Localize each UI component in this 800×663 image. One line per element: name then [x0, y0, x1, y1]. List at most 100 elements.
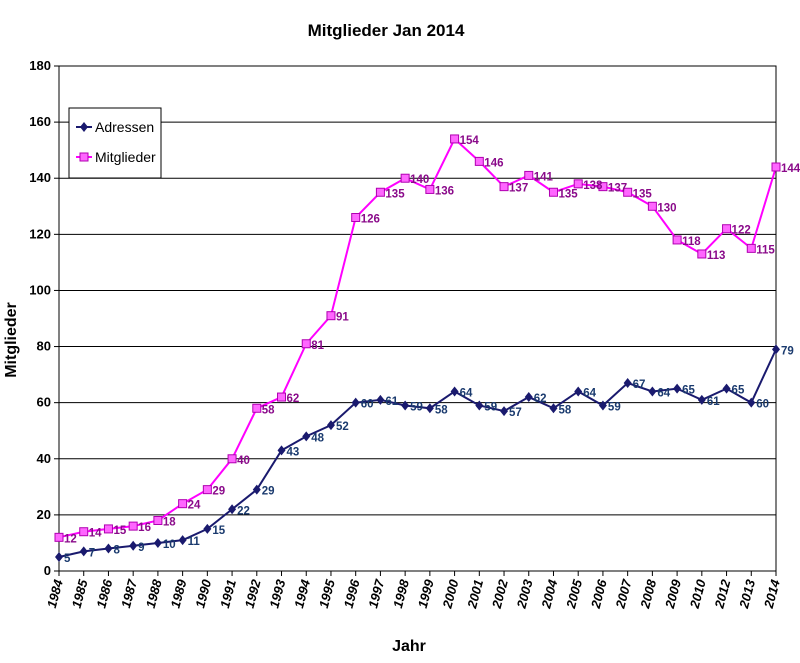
data-label-mitglieder: 16 [138, 522, 151, 534]
data-label-adressen: 79 [781, 345, 794, 357]
data-point-mitglieder [598, 182, 608, 192]
y-tick-label: 60 [37, 395, 51, 410]
y-tick-label: 20 [37, 507, 51, 522]
series-layer [54, 134, 781, 562]
legend-adressen-marker [80, 122, 88, 132]
series-line-adressen [58, 348, 777, 558]
x-tick-label: 2008 [637, 577, 659, 611]
x-tick-label: 2007 [612, 577, 634, 611]
data-point-mitglieder [326, 311, 336, 321]
data-label-adressen: 64 [460, 387, 473, 399]
data-point-mitglieder [103, 524, 113, 534]
data-point-adressen [425, 403, 434, 414]
data-point-adressen [524, 392, 533, 403]
data-point-mitglieder [474, 156, 484, 166]
data-label-mitglieder: 62 [287, 393, 300, 405]
data-label-adressen: 60 [756, 399, 769, 411]
data-point-adressen [697, 394, 706, 405]
data-label-adressen: 48 [311, 432, 324, 444]
data-point-mitglieder [425, 184, 435, 194]
data-point-mitglieder [623, 187, 633, 197]
data-label-adressen: 7 [89, 547, 95, 559]
legend-adressen-label: Adressen [95, 119, 154, 135]
data-point-adressen [500, 406, 509, 417]
x-tick-label: 2013 [736, 577, 758, 611]
y-axis-ticks: 0 20 40 60 80 100 120 140 160 180 [29, 58, 59, 578]
data-label-adressen: 64 [583, 387, 596, 399]
data-point-adressen [79, 546, 88, 557]
data-point-mitglieder [351, 213, 361, 222]
x-tick-label: 2014 [761, 577, 783, 611]
data-point-mitglieder [128, 521, 138, 531]
data-point-mitglieder [79, 527, 89, 537]
x-tick-label: 1991 [217, 578, 239, 610]
data-label-mitglieder: 137 [509, 183, 528, 195]
data-label-adressen: 65 [732, 385, 745, 397]
data-labels: 12 14 15 16 18242940586281911261351401361541… [64, 135, 800, 565]
data-label-mitglieder: 135 [385, 188, 405, 200]
data-label-adressen: 52 [336, 421, 349, 433]
data-point-adressen [673, 383, 682, 394]
x-tick-label: 1984 [44, 577, 66, 610]
y-tick-label: 140 [29, 170, 51, 185]
data-label-adressen: 61 [707, 396, 720, 408]
data-label-mitglieder: 146 [484, 157, 503, 169]
y-tick-label: 80 [37, 339, 51, 354]
legend-mitglieder-marker [79, 152, 89, 162]
data-label-adressen: 10 [163, 539, 176, 551]
data-point-adressen [153, 537, 162, 548]
data-label-mitglieder: 15 [113, 525, 126, 537]
data-point-mitglieder [252, 403, 262, 413]
x-tick-label: 2004 [538, 577, 560, 611]
data-label-mitglieder: 115 [756, 244, 775, 256]
x-tick-label: 1994 [291, 577, 313, 610]
data-point-mitglieder [450, 134, 460, 144]
data-label-mitglieder: 138 [583, 180, 603, 192]
data-label-mitglieder: 126 [361, 214, 380, 226]
data-label-mitglieder: 141 [534, 171, 554, 183]
data-label-adressen: 43 [287, 446, 300, 458]
data-label-mitglieder: 18 [163, 517, 176, 529]
data-label-mitglieder: 58 [262, 404, 275, 416]
chart-title: Mitglieder Jan 2014 [308, 21, 465, 40]
data-point-adressen [351, 397, 360, 408]
data-point-adressen [623, 378, 632, 389]
data-label-adressen: 57 [509, 407, 522, 419]
data-label-adressen: 67 [633, 379, 646, 391]
data-point-adressen [376, 394, 385, 405]
data-label-adressen: 59 [608, 401, 621, 413]
x-tick-label: 2012 [711, 577, 733, 611]
data-point-adressen [475, 400, 484, 411]
data-point-adressen [203, 523, 212, 534]
y-tick-label: 0 [44, 563, 51, 578]
data-point-adressen [747, 397, 756, 408]
data-point-mitglieder [375, 187, 385, 197]
x-tick-label: 1986 [93, 577, 115, 610]
data-label-mitglieder: 113 [707, 250, 726, 262]
data-point-adressen [104, 543, 113, 554]
data-label-mitglieder: 135 [633, 188, 653, 200]
data-label-adressen: 15 [212, 525, 225, 537]
x-tick-label: 2003 [513, 577, 535, 611]
data-label-adressen: 11 [188, 536, 201, 548]
x-tick-label: 1987 [118, 577, 140, 610]
data-label-adressen: 61 [385, 396, 398, 408]
data-point-mitglieder [54, 532, 64, 542]
data-point-adressen [450, 386, 459, 397]
data-label-adressen: 58 [558, 404, 571, 416]
data-point-adressen [178, 535, 187, 546]
data-label-mitglieder: 136 [435, 185, 454, 197]
data-label-adressen: 59 [484, 401, 497, 413]
plot-area [58, 65, 777, 572]
data-label-mitglieder: 12 [64, 533, 77, 545]
data-point-mitglieder [178, 499, 188, 509]
legend-box [68, 107, 162, 179]
data-label-mitglieder: 140 [410, 174, 429, 186]
x-tick-label: 1989 [168, 577, 190, 610]
data-label-adressen: 65 [682, 385, 695, 397]
data-label-adressen: 5 [64, 553, 71, 565]
data-point-mitglieder [301, 339, 311, 349]
x-tick-label: 1995 [316, 577, 338, 610]
